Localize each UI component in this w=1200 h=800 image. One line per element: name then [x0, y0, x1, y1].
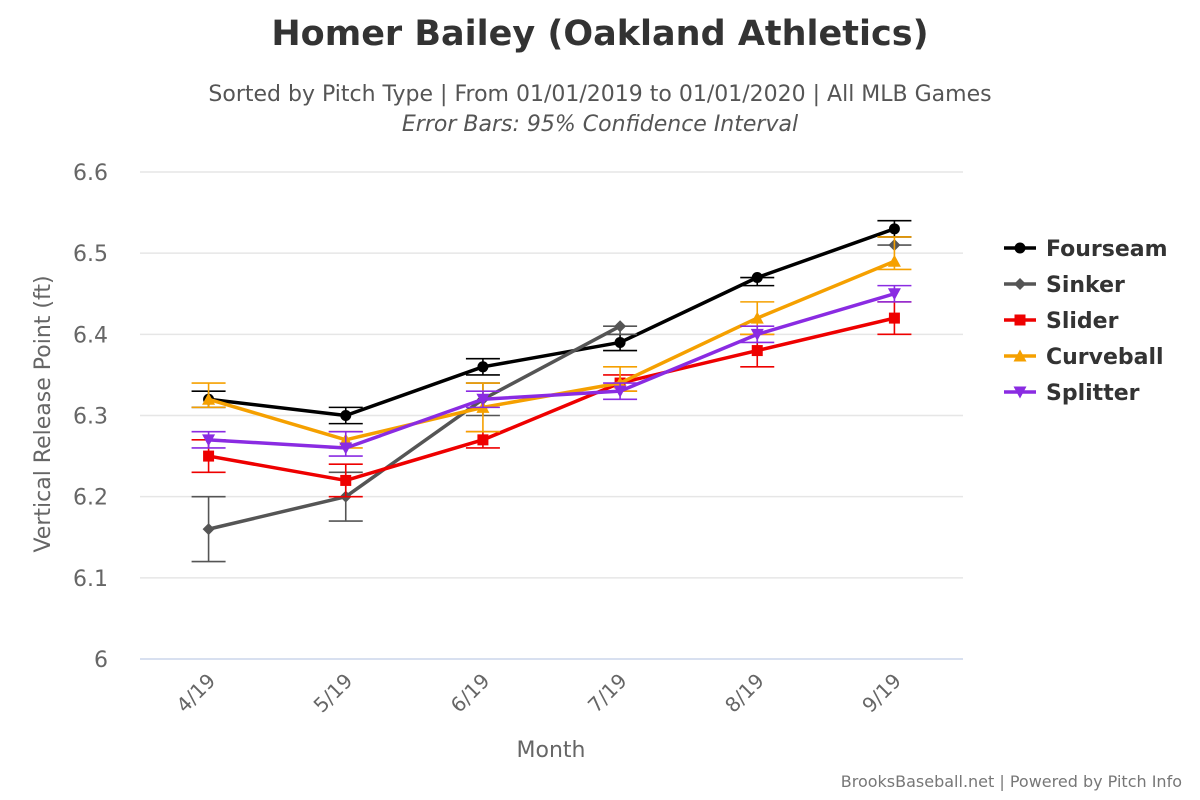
data-point	[339, 442, 353, 455]
data-point	[750, 311, 764, 324]
y-tick-label: 6.2	[73, 486, 108, 511]
data-point	[888, 312, 900, 324]
legend-label: Curveball	[1046, 345, 1164, 370]
x-tick-label: 6/19	[446, 669, 495, 718]
legend-label: Sinker	[1046, 273, 1125, 298]
series-line	[208, 316, 895, 483]
y-axis-ticks: 6 6.1 6.2 6.3 6.4 6.5 6.6	[73, 161, 108, 673]
y-tick-label: 6.1	[73, 567, 108, 592]
legend-item-curveball[interactable]: Curveball	[1004, 345, 1164, 370]
chart-title: Homer Bailey (Oakland Athletics)	[271, 14, 929, 54]
y-tick-label: 6.3	[73, 405, 108, 430]
series-line	[208, 227, 896, 418]
legend-marker	[1014, 278, 1026, 290]
x-tick-label: 4/19	[171, 669, 220, 718]
series-slider[interactable]	[191, 301, 912, 498]
legend-marker	[1014, 242, 1026, 254]
y-tick-label: 6.6	[73, 161, 108, 186]
y-tick-label: 6	[94, 648, 108, 673]
legend-label: Slider	[1046, 309, 1119, 334]
data-point	[888, 223, 900, 235]
data-point	[340, 410, 352, 421]
data-point	[887, 254, 901, 267]
data-point	[750, 328, 764, 341]
data-point	[202, 434, 216, 447]
legend-item-sinker[interactable]: Sinker	[1004, 273, 1125, 298]
legend-marker	[1013, 349, 1027, 362]
series-line	[209, 245, 895, 529]
data-point	[887, 288, 901, 301]
data-point	[340, 474, 352, 486]
y-tick-label: 6.4	[73, 323, 108, 348]
chart-subtitle-error-bars: Error Bars: 95% Confidence Interval	[401, 112, 799, 137]
legend-marker	[1013, 386, 1027, 399]
data-point	[203, 450, 215, 462]
series-group	[191, 219, 912, 563]
series-splitter[interactable]	[191, 284, 912, 457]
data-point	[614, 320, 627, 333]
legend-item-slider[interactable]: Slider	[1004, 309, 1119, 334]
series-sinker[interactable]	[191, 239, 912, 563]
y-tick-label: 6.5	[73, 242, 108, 267]
legend-item-splitter[interactable]: Splitter	[1004, 381, 1140, 406]
series-line	[208, 292, 895, 450]
legend-label: Fourseam	[1046, 237, 1168, 262]
legend[interactable]: Fourseam Sinker Slider Curveball Splitter	[1004, 237, 1168, 406]
legend-marker	[1014, 314, 1026, 326]
data-point	[751, 345, 763, 357]
x-tick-label: 8/19	[720, 669, 769, 718]
credits[interactable]: BrooksBaseball.net | Powered by Pitch In…	[840, 772, 1182, 791]
data-point	[477, 361, 489, 373]
x-axis-ticks: 4/19 5/19 6/19 7/19 8/19 9/19	[171, 669, 906, 718]
data-point	[476, 393, 490, 406]
legend-item-fourseam[interactable]: Fourseam	[1004, 237, 1168, 262]
chart-subtitle: Sorted by Pitch Type | From 01/01/2019 t…	[208, 82, 992, 107]
data-point	[613, 385, 627, 398]
x-tick-label: 9/19	[857, 669, 906, 718]
data-point	[614, 336, 626, 348]
data-point	[477, 434, 489, 446]
x-axis-label: Month	[517, 738, 586, 763]
data-point	[202, 523, 215, 536]
x-tick-label: 5/19	[309, 669, 358, 718]
x-tick-label: 7/19	[583, 669, 632, 718]
data-point	[202, 392, 216, 405]
data-point	[751, 272, 763, 284]
legend-label: Splitter	[1046, 381, 1140, 406]
y-axis-label: Vertical Release Point (ft)	[31, 275, 56, 552]
series-curveball[interactable]	[191, 236, 912, 449]
